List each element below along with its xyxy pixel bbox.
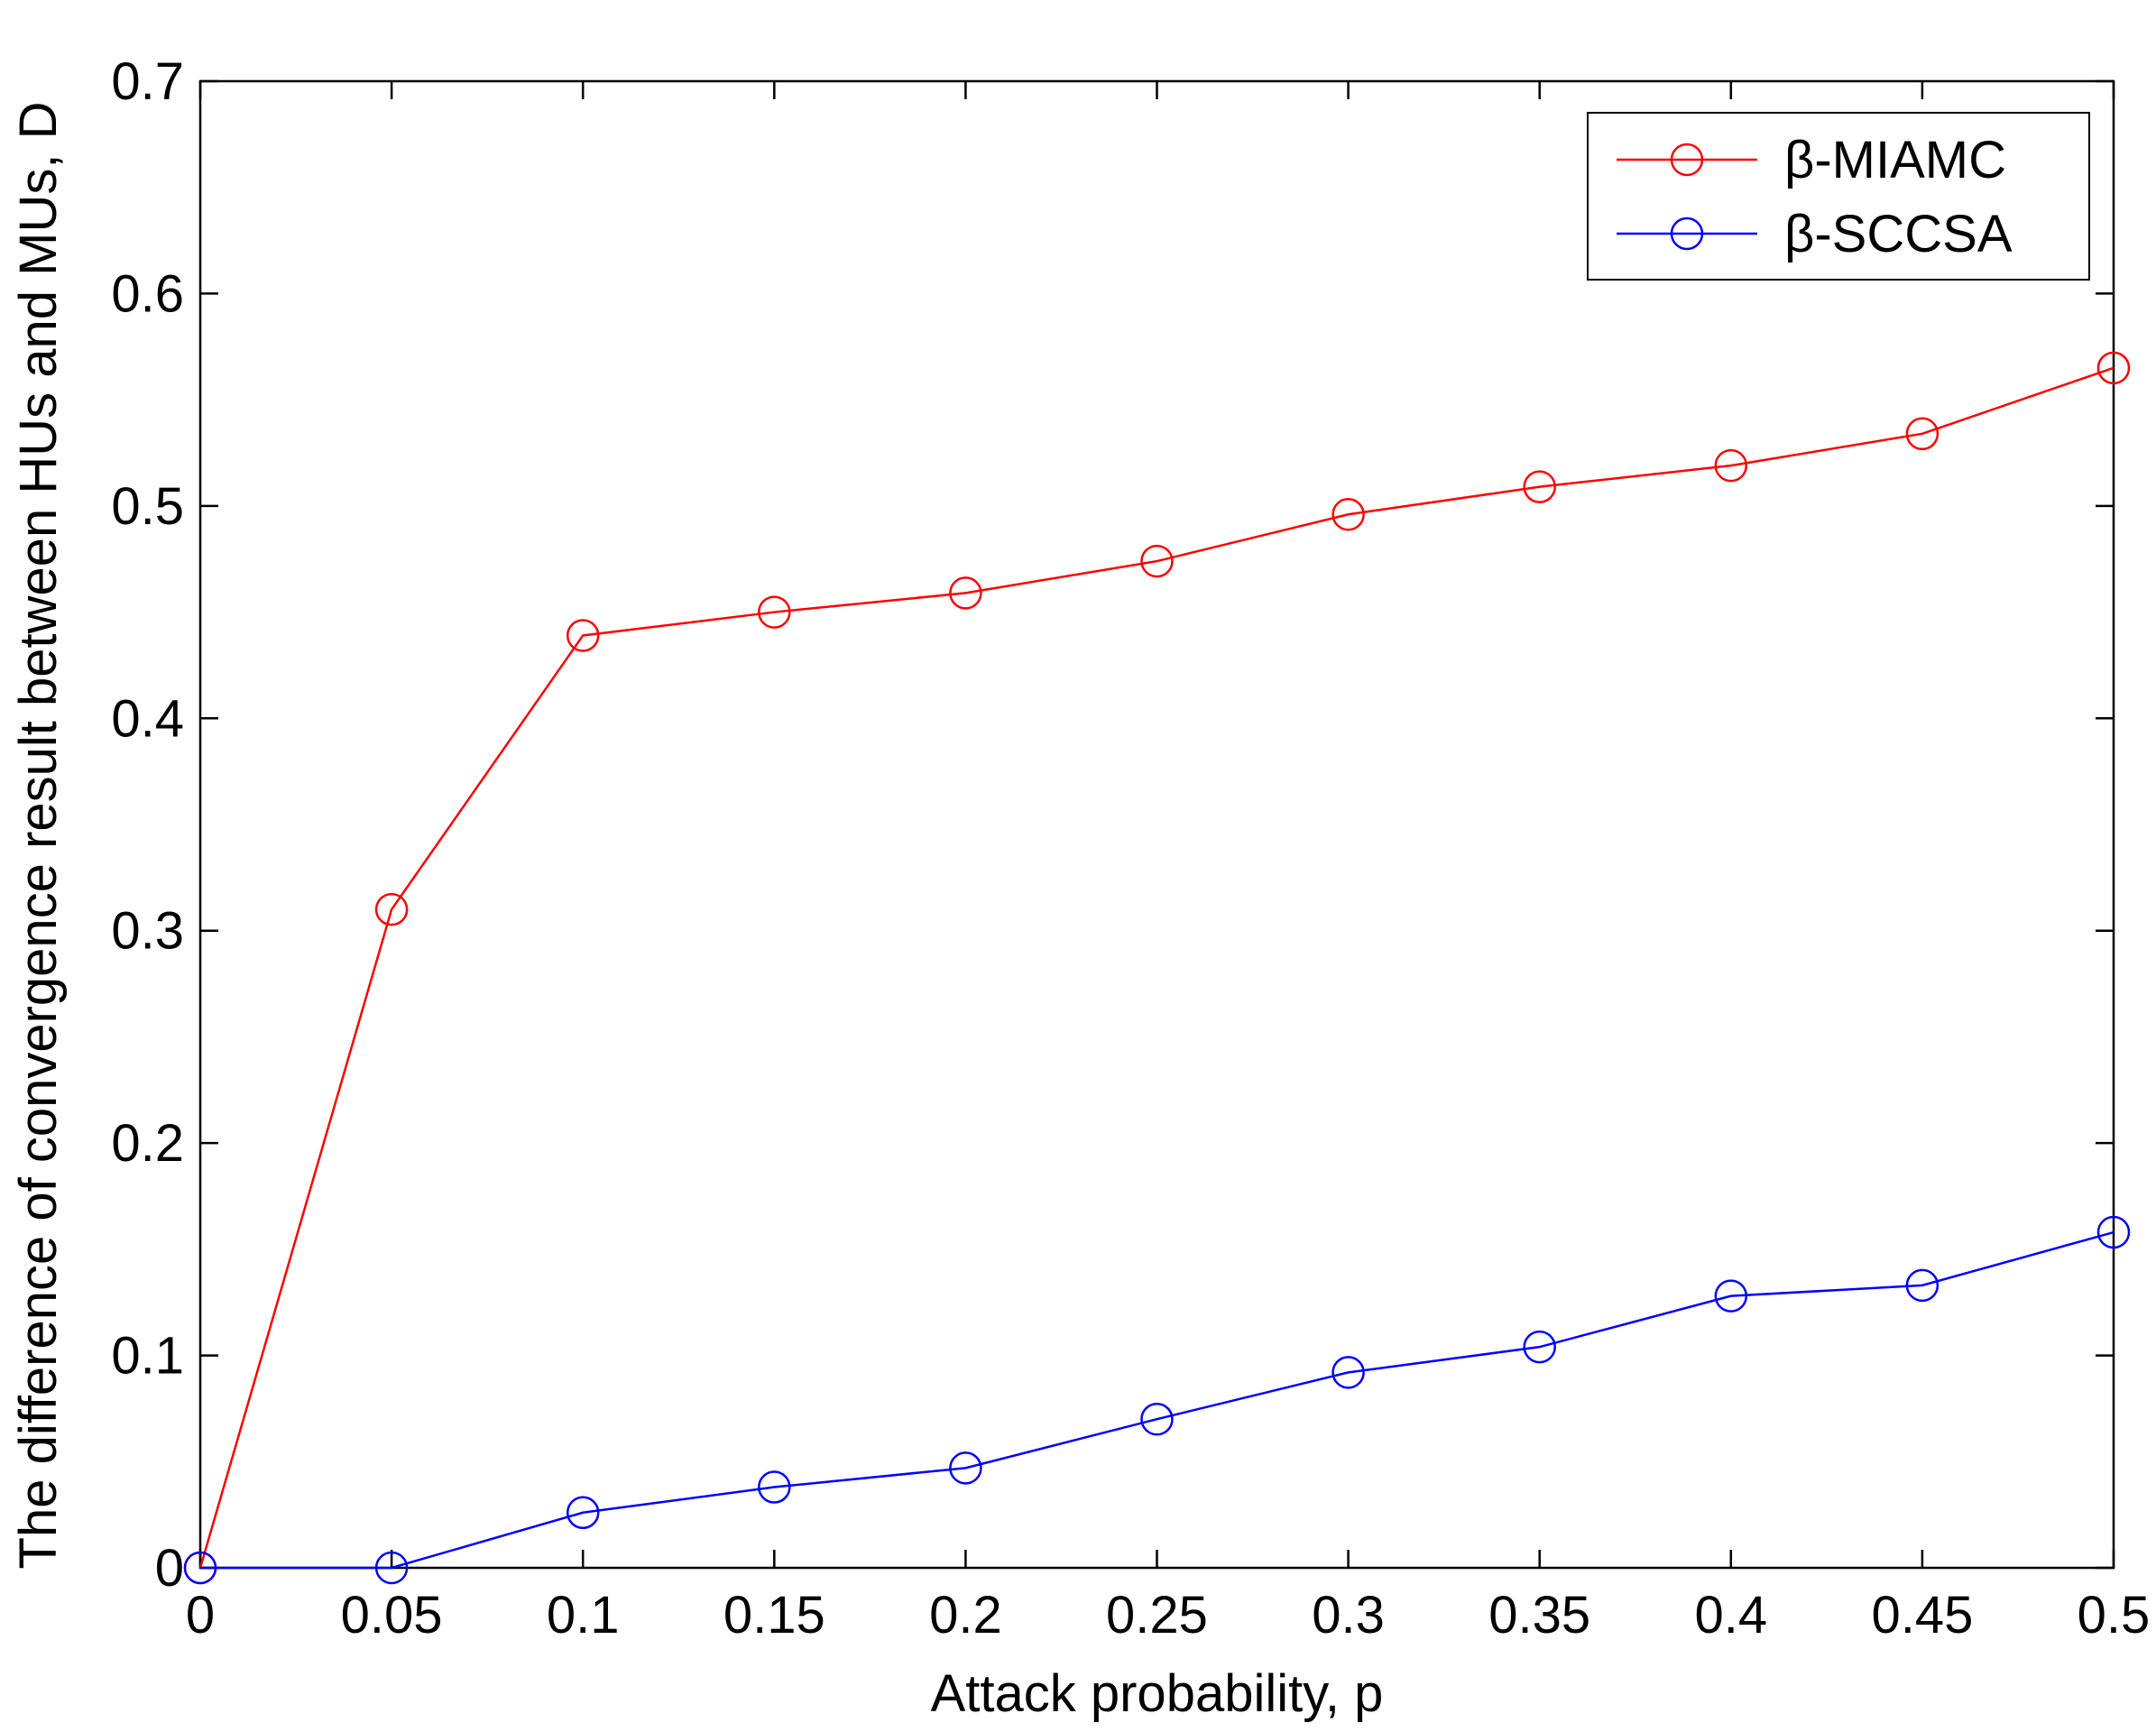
x-tick-label: 0.45 [1871, 1586, 1973, 1644]
data-point [1714, 448, 1748, 483]
y-tick-label: 0.3 [111, 902, 184, 961]
series-line [198, 366, 2115, 1569]
x-tick-label: 0.05 [341, 1586, 443, 1644]
y-tick-label: 0.2 [111, 1114, 184, 1173]
data-point [1523, 1330, 1556, 1364]
legend-item: β-SCCSA [1617, 205, 2013, 263]
data-point [1140, 1402, 1174, 1436]
y-tick-label: 0.7 [111, 52, 184, 111]
x-axis-title: Attack probability, p [931, 1664, 1384, 1723]
y-tick-label: 0.5 [111, 477, 184, 536]
x-tick-label: 0.1 [547, 1586, 620, 1644]
data-point [949, 576, 982, 610]
x-tick-label: 0.35 [1488, 1586, 1590, 1644]
x-tick-label: 0.4 [1694, 1586, 1767, 1644]
x-tick-label: 0.5 [2078, 1586, 2151, 1644]
series-2 [183, 1215, 2131, 1585]
y-axis: 0 0.1 0.2 0.3 0.4 0.5 0.6 0.7 [111, 52, 2114, 1598]
x-tick-label: 0.15 [723, 1586, 825, 1644]
series-layer [183, 351, 2131, 1585]
data-point [1140, 544, 1174, 578]
y-tick-label: 0.4 [111, 689, 184, 748]
data-point [1331, 1356, 1365, 1389]
legend-marker [1670, 216, 1704, 251]
data-point [566, 619, 600, 652]
legend: β-MIAMC β-SCCSA [1587, 112, 2090, 281]
y-tick-label: 0.6 [111, 264, 184, 323]
data-point [1523, 470, 1556, 503]
legend-label: β-SCCSA [1784, 205, 2013, 263]
data-point [2096, 1215, 2131, 1249]
y-tick-label: 0.1 [111, 1327, 184, 1386]
y-tick-label: 0 [155, 1539, 184, 1598]
y-axis-title: The difference of convergence result bet… [9, 102, 68, 1570]
legend-box [1587, 112, 2090, 281]
x-axis: 0 0.05 0.1 0.15 0.2 0.25 0.3 0.35 0.4 0.45 0.5 [186, 81, 2150, 1644]
data-point [374, 1551, 409, 1585]
data-point [374, 892, 409, 926]
data-point [183, 1551, 217, 1585]
legend-marker [1670, 143, 1704, 177]
data-point [758, 595, 791, 629]
data-point [758, 1470, 791, 1504]
data-point [1714, 1279, 1748, 1313]
data-point [1905, 417, 1939, 451]
series-line [200, 1230, 2115, 1570]
x-tick-label: 0.3 [1312, 1586, 1385, 1644]
legend-item: β-MIAMC [1617, 131, 2006, 189]
data-point [949, 1451, 982, 1485]
x-tick-label: 0.25 [1106, 1586, 1208, 1644]
data-point [566, 1496, 600, 1530]
data-point [1905, 1268, 1939, 1303]
x-tick-label: 0 [186, 1586, 215, 1644]
legend-label: β-MIAMC [1784, 131, 2006, 189]
data-point [2096, 351, 2131, 385]
x-tick-label: 0.2 [929, 1586, 1002, 1644]
data-point [1331, 498, 1365, 531]
